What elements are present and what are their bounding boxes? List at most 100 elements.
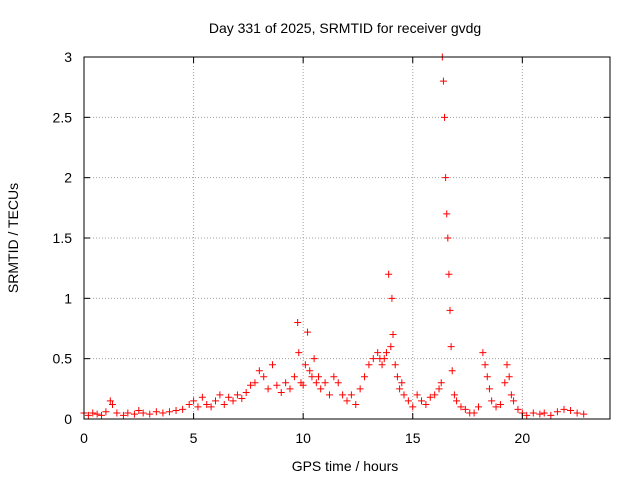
data-point <box>503 361 511 369</box>
data-point <box>481 361 489 369</box>
data-point <box>308 373 316 381</box>
data-point <box>457 403 465 411</box>
data-point <box>294 318 302 326</box>
data-point <box>135 407 143 415</box>
data-point <box>185 401 193 409</box>
data-point <box>567 407 575 415</box>
data-point <box>536 410 544 418</box>
data-point <box>306 367 314 375</box>
data-point <box>264 385 272 393</box>
axis-ticks: 0 5 10 15 20 0 0.5 1 1.5 2 2.5 3 <box>53 49 610 446</box>
y-tick-label: 2.5 <box>53 109 73 125</box>
data-point <box>119 411 127 419</box>
data-point <box>448 367 456 375</box>
data-point <box>496 401 504 409</box>
data-point <box>475 403 482 411</box>
chart-title: Day 331 of 2025, SRMTID for receiver gvd… <box>209 20 481 36</box>
data-point <box>152 408 160 416</box>
data-point <box>461 405 469 413</box>
data-point <box>330 373 338 381</box>
data-point <box>514 405 522 413</box>
y-tick-label: 1.5 <box>53 230 73 246</box>
data-point <box>198 393 206 401</box>
data-point <box>179 405 187 413</box>
data-point <box>573 409 581 417</box>
data-point <box>385 270 393 278</box>
data-point <box>299 381 307 389</box>
data-point <box>409 403 417 411</box>
data-point <box>387 343 395 351</box>
data-point <box>378 361 386 369</box>
data-point <box>365 361 373 369</box>
data-point <box>505 373 513 381</box>
data-point <box>507 391 515 399</box>
data-point <box>172 407 180 415</box>
x-tick-label: 0 <box>80 430 88 446</box>
data-point <box>389 331 397 339</box>
data-point <box>146 410 154 418</box>
data-point <box>238 394 246 402</box>
data-point <box>391 361 399 369</box>
data-point <box>443 210 451 218</box>
data-point <box>488 397 496 405</box>
data-point <box>93 410 101 418</box>
y-tick-label: 3 <box>64 49 72 65</box>
data-point <box>529 409 537 417</box>
data-point <box>139 409 147 417</box>
data-point <box>339 391 347 399</box>
data-point <box>124 409 132 417</box>
data-point <box>470 409 478 417</box>
data-point <box>547 411 555 419</box>
data-point <box>310 355 318 363</box>
data-point <box>113 409 121 417</box>
data-point <box>290 373 298 381</box>
data-point <box>361 373 369 381</box>
data-point <box>483 373 491 381</box>
data-point <box>439 77 447 85</box>
data-point <box>194 403 202 411</box>
data-point <box>393 373 401 381</box>
data-point <box>106 397 114 405</box>
data-point <box>268 361 276 369</box>
data-point <box>304 328 312 336</box>
data-point <box>426 393 434 401</box>
data-point <box>98 411 106 419</box>
data-point <box>286 385 294 393</box>
data-point <box>388 294 396 302</box>
data-point <box>413 391 421 399</box>
data-point <box>89 409 97 417</box>
grid-lines <box>84 57 610 419</box>
data-point <box>352 401 360 409</box>
data-point <box>580 410 588 418</box>
y-tick-label: 0 <box>64 411 72 427</box>
data-point <box>225 393 233 401</box>
data-point <box>492 403 500 411</box>
data-point <box>540 409 548 417</box>
data-point <box>255 367 263 375</box>
data-point <box>282 379 290 387</box>
data-point <box>442 174 450 182</box>
data-point <box>374 349 382 357</box>
data-point <box>207 403 215 411</box>
data-point <box>447 343 455 351</box>
data-point <box>431 391 439 399</box>
data-point <box>130 410 138 418</box>
data-point <box>441 113 449 121</box>
data-point <box>437 379 445 387</box>
data-point <box>485 385 493 393</box>
data-point <box>334 379 342 387</box>
x-tick-label: 20 <box>515 430 531 446</box>
data-point <box>273 381 281 389</box>
data-point <box>233 391 241 399</box>
data-point <box>444 234 452 242</box>
data-point <box>321 379 329 387</box>
data-point <box>295 349 303 357</box>
data-point <box>317 385 325 393</box>
data-point <box>343 397 351 405</box>
data-point <box>277 388 285 396</box>
x-tick-label: 5 <box>190 430 198 446</box>
data-point <box>229 397 237 405</box>
data-point <box>422 401 430 409</box>
data-point <box>301 361 309 369</box>
